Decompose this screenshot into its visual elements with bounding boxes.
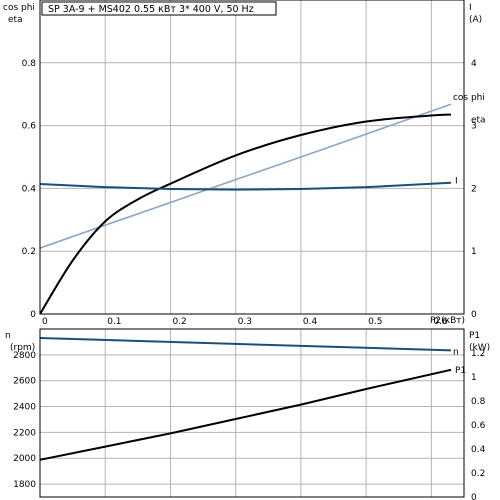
bottom-y-right-tick-label: 0	[471, 493, 477, 500]
title-box	[41, 1, 277, 16]
bottom-y-left-label-rpm: (rpm)	[10, 343, 35, 353]
bottom-y-left-tick-label: 2200	[13, 428, 36, 438]
bottom-series-line-P1	[39, 368, 452, 461]
series-label-I: I	[455, 177, 458, 187]
bottom-y-left-label-n: n	[5, 331, 11, 341]
bottom-series-label-P1: P1	[455, 366, 466, 376]
y-left-label-cosphi: cos phi	[3, 3, 35, 13]
x-tick-label: 0.3	[238, 317, 252, 327]
bottom-y-right-tick-label: 1	[471, 373, 477, 383]
y-right-label-a: (A)	[469, 15, 482, 25]
bottom-y-right-label-kw: (kW)	[469, 343, 490, 353]
x-tick-label: 0	[42, 317, 48, 327]
bottom-y-left-tick-label: 2800	[13, 351, 36, 361]
x-tick-label: 0.5	[368, 317, 382, 327]
chart-title: SP 3A-9 + MS402 0.55 кВт 3* 400 V, 50 Hz	[48, 4, 254, 15]
bottom-y-right-tick-label: 0.6	[471, 421, 486, 431]
bottom-y-left-tick-label: 2000	[13, 454, 36, 464]
series-line-I	[39, 181, 452, 191]
top-plot-frame	[39, 0, 465, 315]
x-tick-label: 0.6	[433, 317, 448, 327]
y-right-tick-label: 0	[471, 310, 477, 320]
bottom-y-left-tick-label: 2400	[13, 403, 36, 413]
y-right-tick-label: 3	[471, 122, 477, 132]
top-plot-grid	[39, 0, 464, 315]
bottom-series-line-n	[39, 337, 451, 352]
top-plot-ticks: 0 0.1 0.2 0.3 0.4 0.5 0.6 0 0.2 0.4 0.6 0.8 0 1 2 3 4	[22, 59, 477, 327]
bottom-y-right-tick-label: 1.2	[471, 349, 485, 359]
top-plot-series: cos phi eta I	[39, 93, 486, 315]
bottom-y-right-tick-label: 0.8	[471, 397, 486, 407]
y-left-label-eta: eta	[8, 15, 23, 25]
series-line-cos-phi	[39, 103, 452, 249]
bottom-plot-frame	[39, 328, 465, 498]
y-left-tick-label: 0.2	[22, 247, 36, 257]
series-line-eta	[39, 113, 452, 315]
bottom-series-label-n: n	[453, 347, 459, 357]
x-tick-label: 0.1	[107, 317, 121, 327]
y-left-tick-label: 0.6	[22, 122, 37, 132]
bottom-plot-grid	[39, 329, 464, 497]
bottom-plot-series: n P1	[39, 337, 466, 461]
x-axis-label: P2(кВт)	[430, 316, 465, 326]
y-left-tick-label: 0	[30, 310, 36, 320]
bottom-y-right-tick-label: 0.4	[471, 445, 486, 455]
x-tick-label: 0.2	[172, 317, 186, 327]
bottom-y-left-tick-label: 1800	[13, 480, 36, 490]
y-left-tick-label: 0.8	[22, 59, 37, 69]
series-label-cos-phi: cos phi	[453, 93, 485, 103]
x-tick-label: 0.4	[303, 317, 318, 327]
bottom-y-left-tick-label: 2600	[13, 377, 36, 387]
y-right-tick-label: 4	[471, 59, 477, 69]
bottom-plot-ticks: 1800 2000 2200 2400 2600 2800 0 0.2 0.4 0.6 0.8 1 1.…	[13, 349, 485, 500]
series-label-eta: eta	[471, 116, 486, 126]
y-left-tick-label: 0.4	[22, 184, 37, 194]
y-right-tick-label: 2	[471, 184, 477, 194]
bottom-y-right-label-p1: P1	[469, 331, 480, 341]
bottom-y-right-tick-label: 0.2	[471, 469, 485, 479]
y-right-tick-label: 1	[471, 247, 477, 257]
y-right-label-i: I	[469, 3, 472, 13]
